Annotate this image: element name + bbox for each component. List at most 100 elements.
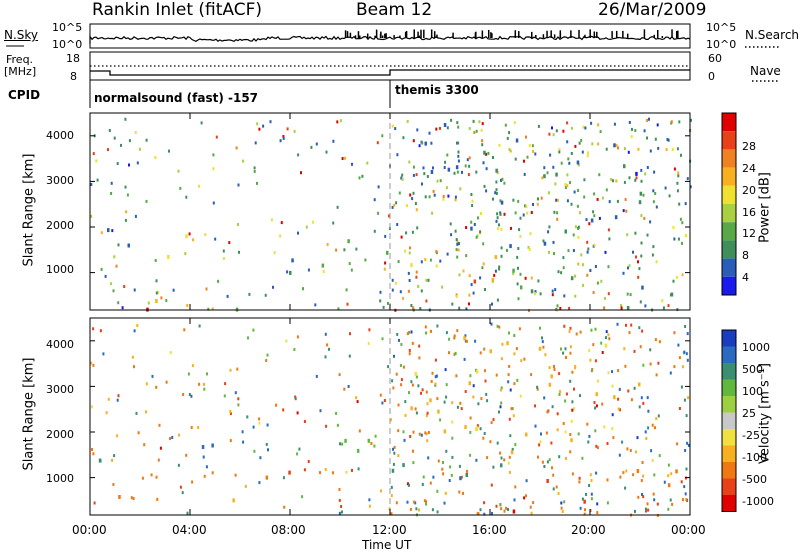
heat-cell	[606, 501, 609, 505]
heat-cell	[600, 341, 603, 345]
heat-cell	[672, 226, 675, 229]
heat-cell	[652, 492, 655, 496]
heat-cell	[90, 214, 93, 218]
heat-cell	[642, 363, 645, 367]
heat-cell	[667, 483, 671, 488]
heat-cell	[450, 233, 453, 237]
heat-cell	[641, 285, 644, 290]
heat-cell	[626, 292, 629, 296]
cpid-label: CPID	[8, 88, 41, 102]
heat-cell	[528, 309, 530, 313]
heat-cell	[198, 382, 201, 386]
heat-cell	[568, 329, 571, 333]
heat-cell	[355, 247, 358, 251]
heat-cell	[517, 266, 519, 270]
heat-cell	[160, 296, 163, 300]
heat-cell	[508, 131, 511, 135]
heat-cell	[456, 239, 459, 243]
heat-cell	[552, 487, 555, 491]
heat-cell	[574, 274, 577, 278]
heat-cell	[412, 173, 415, 177]
heat-cell	[637, 260, 639, 264]
heat-cell	[211, 443, 214, 448]
heat-cell	[384, 234, 387, 238]
heat-cell	[676, 442, 679, 446]
heat-cell	[583, 195, 586, 199]
heat-cell	[495, 504, 498, 508]
heat-cell	[397, 403, 400, 407]
heat-cell	[579, 330, 582, 334]
heat-cell	[528, 144, 531, 148]
heat-cell	[188, 232, 191, 236]
heat-cell	[415, 411, 418, 415]
heat-cell	[685, 467, 688, 471]
heat-cell	[522, 213, 525, 217]
heat-cell	[404, 249, 407, 253]
heat-cell	[454, 195, 457, 199]
heat-cell	[332, 221, 335, 225]
heat-cell	[104, 274, 107, 278]
heat-cell	[652, 189, 655, 193]
heat-cell	[556, 428, 559, 432]
heat-cell	[631, 127, 633, 131]
heat-cell	[581, 456, 584, 460]
heat-cell	[414, 501, 417, 505]
velocity-cbar-tick-25: 25	[742, 407, 756, 420]
heat-cell	[468, 302, 470, 306]
heat-cell	[408, 160, 411, 164]
heat-cell	[443, 166, 446, 169]
heat-cell	[509, 149, 512, 153]
heat-cell	[519, 234, 522, 238]
heat-cell	[578, 476, 581, 480]
heat-cell	[548, 132, 551, 136]
heat-cell	[409, 193, 412, 197]
heat-cell	[455, 165, 459, 170]
heat-cell	[663, 480, 666, 484]
heat-cell	[500, 456, 503, 460]
heat-cell	[414, 371, 417, 376]
heat-cell	[570, 438, 573, 443]
heat-cell	[556, 304, 559, 308]
heat-cell	[459, 401, 462, 405]
heat-cell	[515, 347, 518, 351]
heat-cell	[192, 238, 195, 242]
heat-cell	[326, 243, 329, 246]
heat-cell	[113, 255, 116, 259]
heat-cell	[624, 364, 627, 368]
heat-cell	[496, 298, 499, 302]
heat-cell	[406, 204, 408, 208]
heat-cell	[229, 410, 232, 413]
heat-cell	[490, 483, 493, 487]
nsky-line	[89, 34, 691, 44]
heat-cell	[319, 409, 322, 413]
heat-cell	[492, 156, 494, 159]
heat-cell	[548, 382, 552, 387]
heat-cell	[640, 168, 643, 172]
heat-cell	[265, 442, 268, 446]
heat-cell	[597, 142, 600, 146]
heat-cell	[425, 500, 427, 504]
heat-cell	[496, 441, 499, 445]
heat-cell	[623, 164, 626, 169]
heat-cell	[412, 306, 415, 310]
heat-cell	[105, 411, 108, 415]
heat-cell	[507, 508, 509, 511]
heat-cell	[655, 417, 658, 421]
heat-cell	[677, 237, 680, 241]
velocity-cbar-tick-minus25: -25	[742, 429, 760, 442]
heat-cell	[686, 332, 689, 336]
heat-cell	[296, 411, 299, 415]
heat-cell	[649, 348, 652, 352]
heat-cell	[543, 241, 547, 246]
heat-cell	[321, 263, 325, 268]
heat-cell	[553, 210, 556, 214]
heat-cell	[137, 431, 140, 435]
x-tick-1200: 12:00	[372, 523, 407, 537]
heat-cell	[203, 474, 206, 478]
heat-cell	[390, 485, 393, 489]
heat-cell	[256, 181, 258, 185]
heat-cell	[328, 347, 330, 351]
heat-cell	[215, 135, 218, 139]
nsky-label: N.Sky	[4, 28, 39, 42]
heat-cell	[430, 380, 433, 383]
